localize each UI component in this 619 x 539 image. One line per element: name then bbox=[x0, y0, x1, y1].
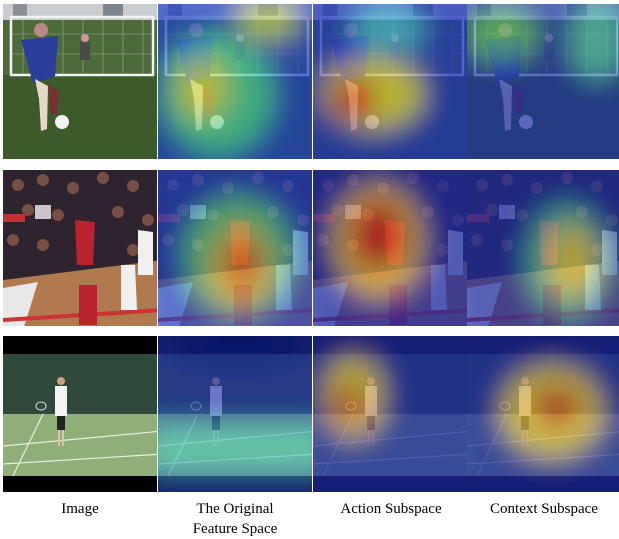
image-grid bbox=[0, 0, 619, 496]
column-label: The Original Feature Space bbox=[178, 499, 292, 539]
heatmap-cell bbox=[447, 150, 619, 350]
heatmap-cell bbox=[293, 150, 493, 350]
heatmap-cell bbox=[447, 316, 619, 496]
page: {"columns": ["Image", "The Original Feat… bbox=[0, 0, 619, 538]
heatmap-cell bbox=[447, 0, 619, 184]
image-cell bbox=[3, 4, 163, 164]
column-label: Context Subspace bbox=[470, 499, 618, 519]
figure: Image The Original Feature Space Action … bbox=[0, 0, 619, 538]
heatmap-cell bbox=[293, 316, 493, 496]
image-cell bbox=[3, 170, 163, 330]
column-label: Action Subspace bbox=[318, 499, 464, 519]
heatmap-cell bbox=[138, 316, 338, 496]
heatmap-cell bbox=[138, 150, 338, 350]
heatmap-cell bbox=[293, 0, 493, 184]
image-cell bbox=[3, 336, 163, 496]
heatmap-cell bbox=[138, 0, 338, 184]
column-label: Image bbox=[30, 499, 130, 519]
